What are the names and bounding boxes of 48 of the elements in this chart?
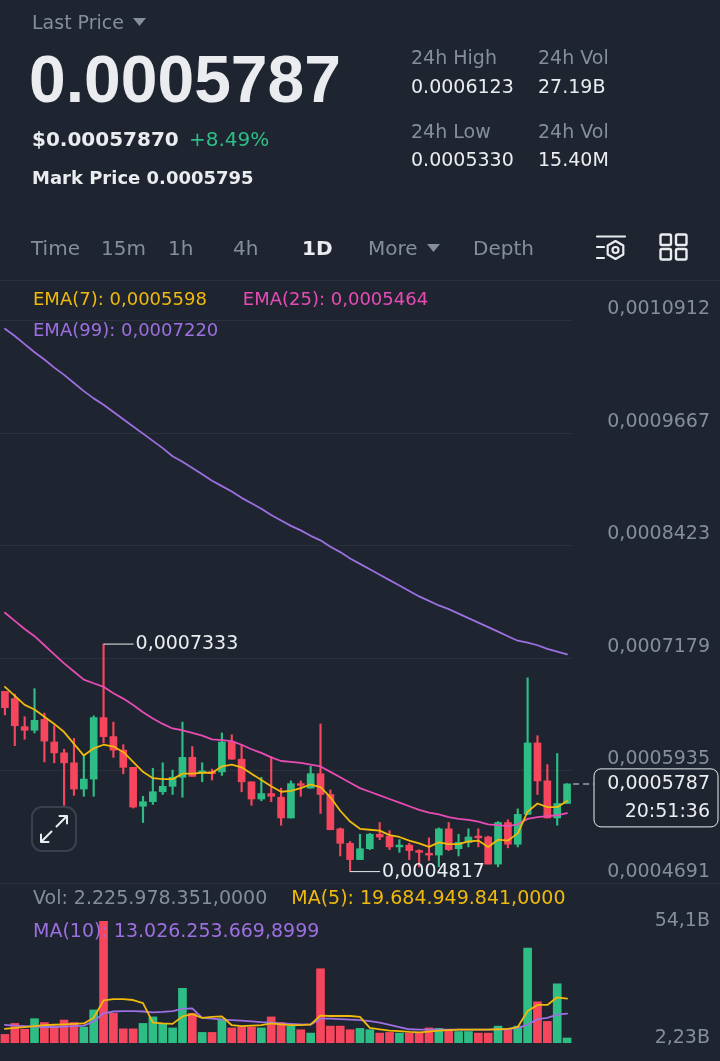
text: 0.0005330 [411, 147, 514, 171]
y-tick-label: 0,0005935 [607, 746, 710, 769]
text: 1D [302, 236, 333, 260]
text: 24h Low [411, 119, 491, 143]
annotation: 0,0004817 [382, 858, 485, 881]
text: Depth [473, 236, 534, 260]
text: 0,0005787 [607, 770, 710, 793]
bar [306, 1032, 315, 1043]
text: More [368, 236, 418, 260]
bar [395, 1032, 404, 1043]
y-tick-label: 0,0009667 [607, 408, 710, 431]
text: +8.49% [189, 127, 270, 151]
bar [444, 1030, 454, 1043]
y-tick-label: 54,1B [654, 908, 710, 931]
text: Last Price [32, 10, 124, 34]
bar [30, 1018, 39, 1043]
text: Mark Price 0.0005795 [32, 167, 254, 189]
text: 4h [233, 236, 259, 260]
text: 15.40M [538, 147, 609, 171]
series-label: EMA(99): 0,0007220 [33, 318, 219, 342]
text: 24h High [411, 45, 497, 69]
text: $0.00057870 [32, 127, 179, 151]
text: 24h Vol [538, 45, 609, 69]
y-tick-label: 0,0008423 [607, 521, 710, 544]
text: 27.19B [538, 74, 606, 98]
text: 0.0005787 [29, 41, 341, 119]
bar [257, 1027, 266, 1043]
text: 24h Vol [538, 119, 609, 143]
text: 1h [168, 236, 194, 260]
bar [296, 1029, 306, 1043]
y-tick-label: 0,0004691 [607, 858, 710, 881]
text: EMA(25): 0,0005464 [242, 287, 429, 311]
y-tick-label: 0,0007179 [607, 633, 710, 656]
bar [207, 1032, 217, 1043]
bar [138, 1023, 148, 1043]
bar [286, 1025, 296, 1043]
y-tick-label: 0,0010912 [607, 296, 710, 319]
annotation: Vol: 2.225.978.351,0000 [33, 885, 268, 910]
text: MA(5): 19.684.949.841,0000 [291, 885, 566, 910]
y-tick-label: 2,23B [654, 1024, 710, 1047]
text: 15m [101, 236, 146, 260]
bar [187, 1012, 197, 1043]
text: 0.0006123 [411, 74, 514, 98]
text: Time [31, 236, 80, 260]
text: EMA(7): 0,0005598 [33, 287, 207, 311]
text: 20:51:36 [624, 798, 710, 821]
annotation: 0,0007333 [135, 631, 239, 654]
bar [197, 1032, 207, 1043]
